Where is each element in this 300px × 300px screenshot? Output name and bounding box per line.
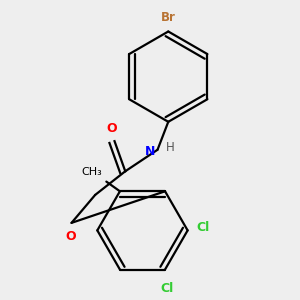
Text: H: H [166, 141, 175, 154]
Text: Cl: Cl [196, 221, 209, 234]
Text: CH₃: CH₃ [81, 167, 102, 177]
Text: Cl: Cl [160, 282, 174, 296]
Text: O: O [65, 230, 76, 243]
Text: O: O [106, 122, 117, 135]
Text: Br: Br [161, 11, 176, 24]
Text: N: N [145, 146, 155, 158]
